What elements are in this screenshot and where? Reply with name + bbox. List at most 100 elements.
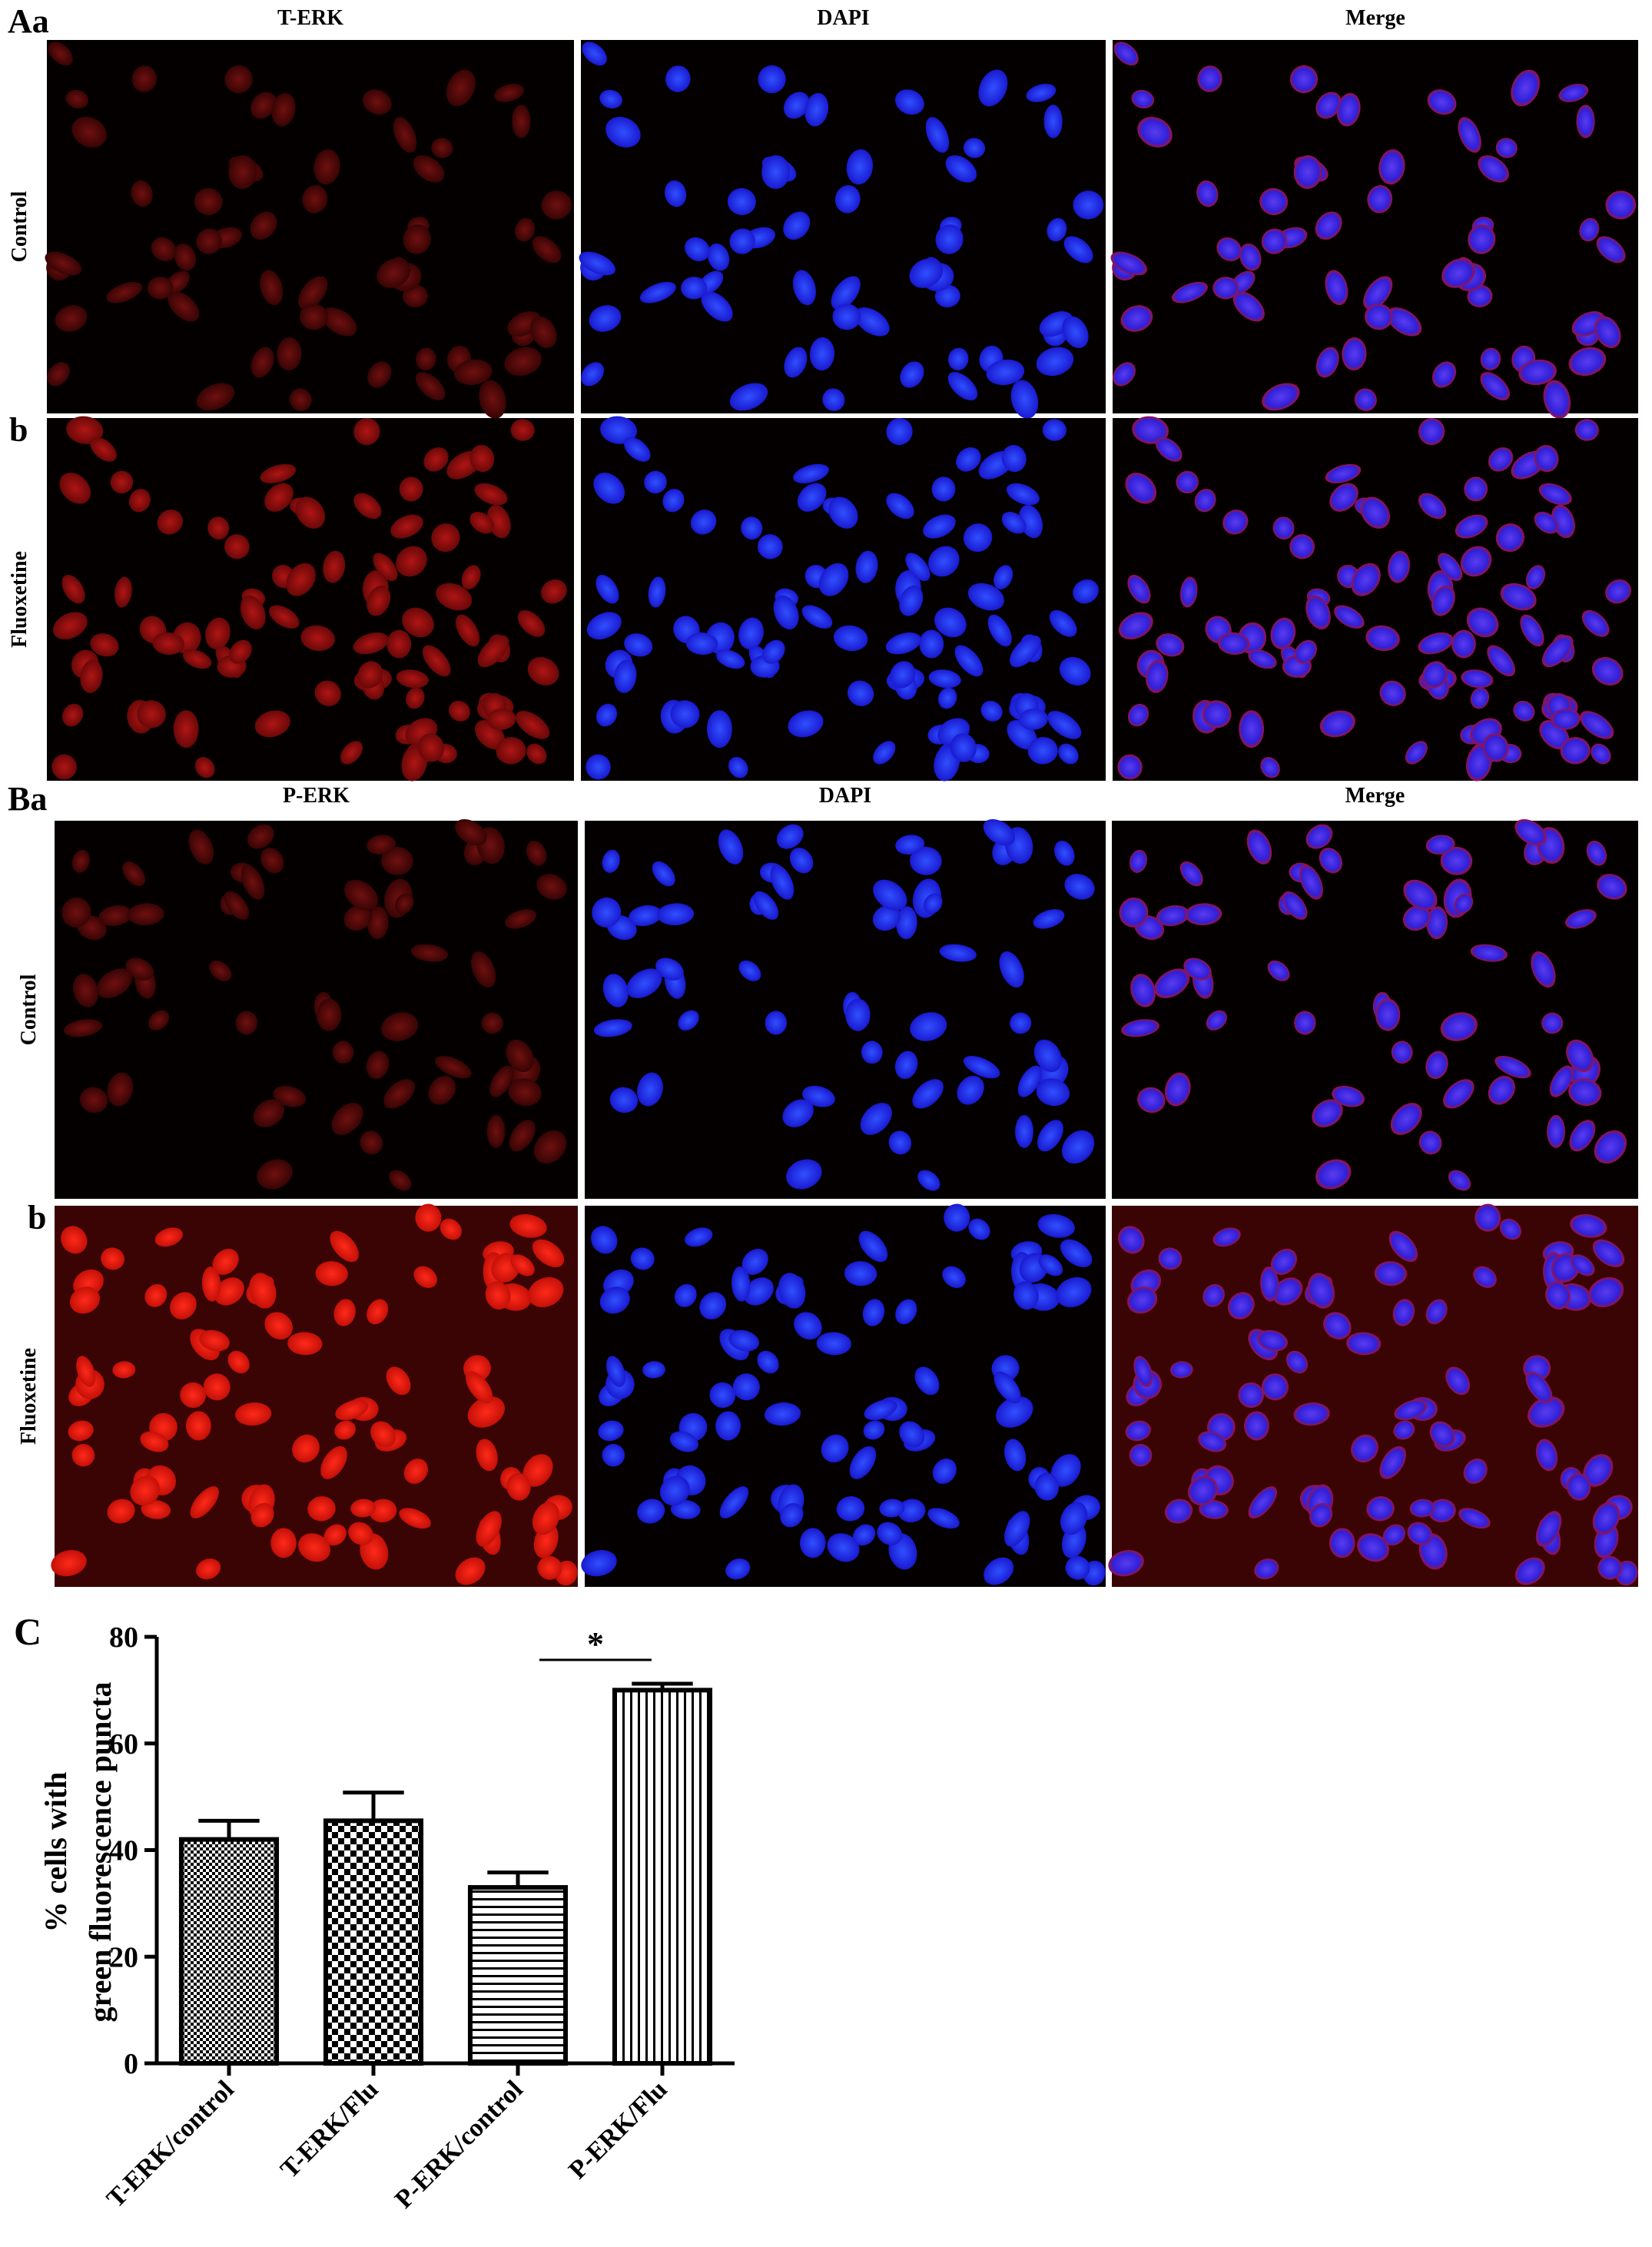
cell [1418,1130,1442,1155]
cell [644,470,667,494]
cell [253,1099,285,1127]
cell [1120,305,1153,332]
cell [1133,1356,1153,1387]
cell [1525,1371,1553,1404]
cell [320,1445,347,1479]
cell [678,1010,699,1031]
cell [194,188,223,215]
cell [396,669,429,689]
cell [416,347,436,370]
cell [1342,337,1367,371]
cell [1329,1528,1355,1558]
cell [1125,1420,1151,1442]
cell [1006,483,1040,506]
cell [1594,316,1621,348]
cell [268,605,300,629]
cell [199,1329,230,1352]
cell [834,184,861,214]
cell [1033,909,1065,929]
cell [1480,347,1501,370]
cell [174,243,196,271]
cell [182,649,212,669]
cell [1289,65,1319,94]
cell [1179,861,1203,887]
cell [1060,1239,1093,1268]
cell [1305,595,1331,630]
cell [367,835,396,855]
cell [396,546,427,577]
cell [1365,625,1400,652]
cell [1129,1444,1153,1467]
cell [422,645,451,677]
cell [912,1079,944,1109]
cell [994,1371,1021,1404]
cell [1050,1454,1081,1487]
cell [983,818,1016,846]
cell [235,1011,258,1035]
cell [1541,1012,1564,1034]
cell [264,1312,293,1340]
cell [240,595,266,630]
cell [399,476,423,502]
cell [1499,1218,1521,1240]
cell [1260,757,1280,778]
cell [602,849,620,873]
cell [894,1050,918,1080]
cell [235,1402,272,1426]
cell [728,757,748,778]
cell [1443,1079,1475,1109]
cell [1592,1239,1625,1268]
cell [1202,700,1232,729]
cell [403,1459,428,1484]
cell [725,1558,751,1580]
cell [592,897,622,928]
cell [1448,1170,1471,1191]
cell [741,516,763,539]
cell [476,1511,502,1547]
cell [526,743,547,765]
cell [410,944,449,962]
cell [1495,523,1525,553]
cell [831,276,861,310]
cell [1421,661,1448,689]
cell [1212,277,1239,300]
cell [415,1203,442,1232]
cell [1127,703,1149,727]
cell [855,550,878,583]
cell [1293,1402,1330,1426]
cell [821,1434,849,1463]
cell [1262,383,1300,411]
cell [602,974,629,1007]
cell [1238,1382,1265,1409]
cell [595,574,619,604]
cell [783,91,810,119]
cell [1514,1557,1545,1585]
cell [715,1411,741,1441]
cell [390,514,423,539]
y-tick-label: 20 [109,1941,138,1973]
cell [1037,1213,1075,1238]
cell [264,483,294,512]
cell [1047,711,1082,739]
cell [536,874,567,900]
cell [357,661,383,689]
cell [599,1286,630,1314]
cell [1108,1550,1144,1577]
cell [1418,632,1454,655]
cell [1132,416,1169,444]
cell [107,1072,134,1107]
bar [178,1837,280,2066]
column-title: T-ERK [277,6,343,30]
cell [1056,1276,1092,1308]
cell [1137,1087,1166,1114]
cell [180,1382,207,1409]
significance-mark: * [587,1625,604,1663]
cell [314,680,341,706]
cell [69,1286,100,1314]
cell [151,237,177,261]
cell [1026,84,1057,102]
cell [1445,1366,1471,1396]
cell [1065,1555,1090,1580]
cell [609,1087,639,1114]
